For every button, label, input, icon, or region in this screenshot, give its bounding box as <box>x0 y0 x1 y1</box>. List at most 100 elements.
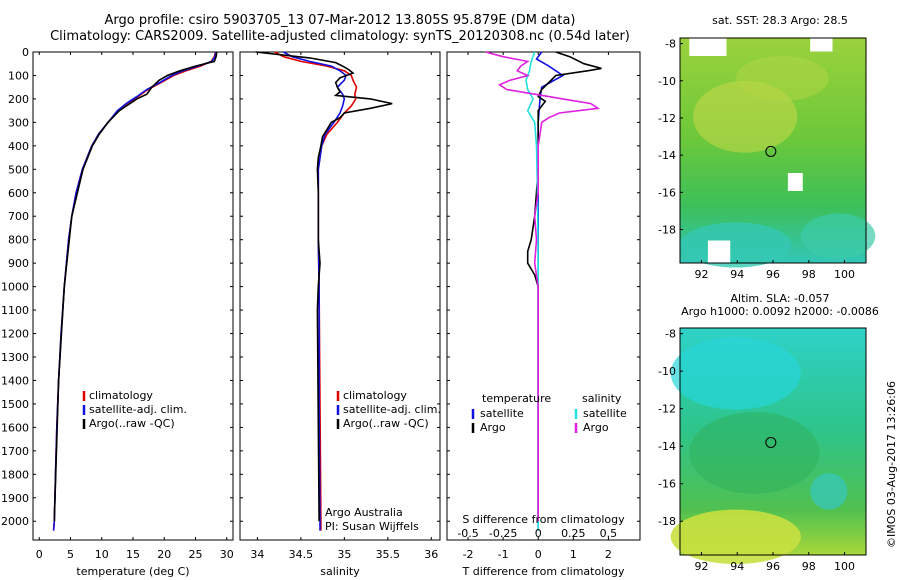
map-sla: 92 94 96 98 100 -8 -10 -12 -14 -16 -18 <box>658 327 867 573</box>
depth-tick-label: 1300 <box>1 351 29 364</box>
temperature-line-argo-raw-qc- <box>53 51 218 522</box>
sla-xtick-label: 98 <box>802 560 816 573</box>
depth-tick-label: 200 <box>8 93 29 106</box>
title-line-2: Climatology: CARS2009. Satellite-adjuste… <box>50 29 630 44</box>
panel-differences: -2 -1 0 1 2 T difference from climatology temp… <box>446 51 641 578</box>
sst-ytick-label: -8 <box>665 38 676 51</box>
depth-tick-label: 1200 <box>1 328 29 341</box>
sst-field-patch <box>800 213 876 259</box>
salinity-annotation: Argo Australia <box>325 506 403 519</box>
depth-tick-label: 1700 <box>1 445 29 458</box>
sst-xtick-label: 100 <box>834 268 855 281</box>
sla-ytick-label: -8 <box>665 328 676 341</box>
temperature-xtick-label: 20 <box>157 548 171 561</box>
sla-ytick-label: -16 <box>658 478 676 491</box>
temperature-xtick-label: 5 <box>67 548 74 561</box>
sla-map-title-2: Argo h1000: 0.0092 h2000: -0.0086 <box>681 305 879 318</box>
sst-argo-position-marker <box>765 145 777 157</box>
sst-ytick-label: -18 <box>658 224 676 237</box>
sla-xtick-label: 100 <box>834 560 855 573</box>
sst-field-patch <box>735 56 829 101</box>
temperature-xtick-label: 10 <box>95 548 109 561</box>
diff-top-tick-label: 0.25 <box>561 527 586 540</box>
differences-xtick-label: 0 <box>535 548 542 561</box>
salinity-xtick-label: 36 <box>424 548 438 561</box>
sla-argo-position-marker <box>765 436 777 448</box>
depth-tick-label: 1900 <box>1 492 29 505</box>
depth-tick-label: 900 <box>8 257 29 270</box>
diff-top-tick-label: -0.5 <box>457 527 478 540</box>
sst-xtick-label: 98 <box>802 268 816 281</box>
sla-ytick-label: -18 <box>658 515 676 528</box>
diff-top-tick-label: 0.5 <box>600 527 618 540</box>
differences-xtick-label: 1 <box>570 548 577 561</box>
sla-xtick-label: 94 <box>730 560 744 573</box>
depth-tick-label: 600 <box>8 187 29 200</box>
sst-ytick-label: -16 <box>658 186 676 199</box>
differences-xtick-label: -1 <box>498 548 509 561</box>
salinity-line-satellite-adj-clim- <box>283 51 348 531</box>
diff-legend-label: satellite <box>480 407 524 420</box>
differences-xlabel: T difference from climatology <box>462 565 625 578</box>
salinity-line-argo-raw-qc- <box>255 51 393 522</box>
temperature-xtick-label: 0 <box>36 548 43 561</box>
diff-top-axis-label: S difference from climatology <box>462 513 625 526</box>
temperature-xtick-label: 30 <box>220 548 234 561</box>
sst-field-patch <box>680 222 792 268</box>
temperature-xtick-label: 15 <box>126 548 140 561</box>
sla-field-patch <box>670 509 801 565</box>
sst-missing-data <box>787 173 803 191</box>
depth-tick-label: 500 <box>8 163 29 176</box>
sla-ytick-label: -14 <box>658 440 676 453</box>
sst-map-title: sat. SST: 28.3 Argo: 28.5 <box>712 14 848 27</box>
depth-tick-label: 1800 <box>1 468 29 481</box>
salinity-legend-label: Argo(..raw -QC) <box>343 417 429 430</box>
salinity-legend-label: satellite-adj. clim. <box>343 403 441 416</box>
depth-tick-label: 1500 <box>1 398 29 411</box>
sst-ytick-label: -12 <box>658 112 676 125</box>
sla-map-title-1: Altim. SLA: -0.057 <box>730 292 830 305</box>
differences-xtick-label: -2 <box>463 548 474 561</box>
salinity-xtick-label: 34 <box>250 548 264 561</box>
sst-missing-data <box>689 38 727 56</box>
sst-ytick-label: -14 <box>658 149 676 162</box>
panel-salinity: 34 34.5 35 35.5 36 salinity climatologysatelli… <box>239 51 441 578</box>
diff-top-tick-label: -0.25 <box>489 527 517 540</box>
sla-xtick-label: 96 <box>766 560 780 573</box>
salinity-xtick-label: 34.5 <box>289 548 314 561</box>
title-line-1: Argo profile: csiro 5903705_13 07-Mar-20… <box>104 13 576 28</box>
sst-missing-data <box>707 240 731 263</box>
differences-frame <box>446 51 641 541</box>
depth-tick-label: 700 <box>8 210 29 223</box>
diff-legend-header-salinity: salinity <box>582 392 622 405</box>
sst-ytick-label: -10 <box>658 75 676 88</box>
depth-tick-label: 1600 <box>1 421 29 434</box>
diff-legend-label: Argo <box>583 421 609 434</box>
depth-tick-label: 800 <box>8 234 29 247</box>
temperature-legend-label: Argo(..raw -QC) <box>89 417 175 430</box>
depth-tick-label: 400 <box>8 140 29 153</box>
salinity-xtick-label: 35.5 <box>376 548 401 561</box>
diff-legend-label: satellite <box>583 407 627 420</box>
differences-line-salinity-argo <box>485 51 601 522</box>
panel-temperature: 0100200300400500600700800900100011001200… <box>1 46 234 578</box>
sst-missing-data <box>810 38 833 52</box>
sla-ytick-label: -12 <box>658 403 676 416</box>
salinity-xlabel: salinity <box>320 565 360 578</box>
salinity-legend-label: climatology <box>343 389 407 402</box>
sst-xtick-label: 94 <box>730 268 744 281</box>
sla-ytick-label: -10 <box>658 365 676 378</box>
diff-legend-header-temperature: temperature <box>482 392 551 405</box>
sla-xtick-label: 92 <box>694 560 708 573</box>
temperature-xlabel: temperature (deg C) <box>76 565 189 578</box>
depth-tick-label: 1400 <box>1 374 29 387</box>
sst-xtick-label: 92 <box>694 268 708 281</box>
map-sst: 92 94 96 98 100 -8 -10 -12 -14 -16 -18 <box>658 37 876 281</box>
differences-xtick-label: 2 <box>605 548 612 561</box>
sla-field-patch <box>810 473 848 510</box>
depth-tick-label: 1100 <box>1 304 29 317</box>
temperature-legend-label: climatology <box>89 389 153 402</box>
depth-tick-label: 300 <box>8 116 29 129</box>
sla-field-patch <box>670 337 801 410</box>
